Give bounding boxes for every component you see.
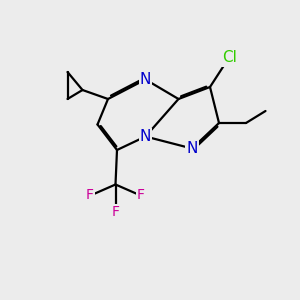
Text: F: F — [86, 188, 94, 202]
Text: N: N — [140, 129, 151, 144]
Text: Cl: Cl — [222, 50, 237, 65]
Text: N: N — [186, 141, 198, 156]
Text: N: N — [140, 72, 151, 87]
Text: F: F — [137, 188, 145, 202]
Text: F: F — [112, 206, 119, 219]
